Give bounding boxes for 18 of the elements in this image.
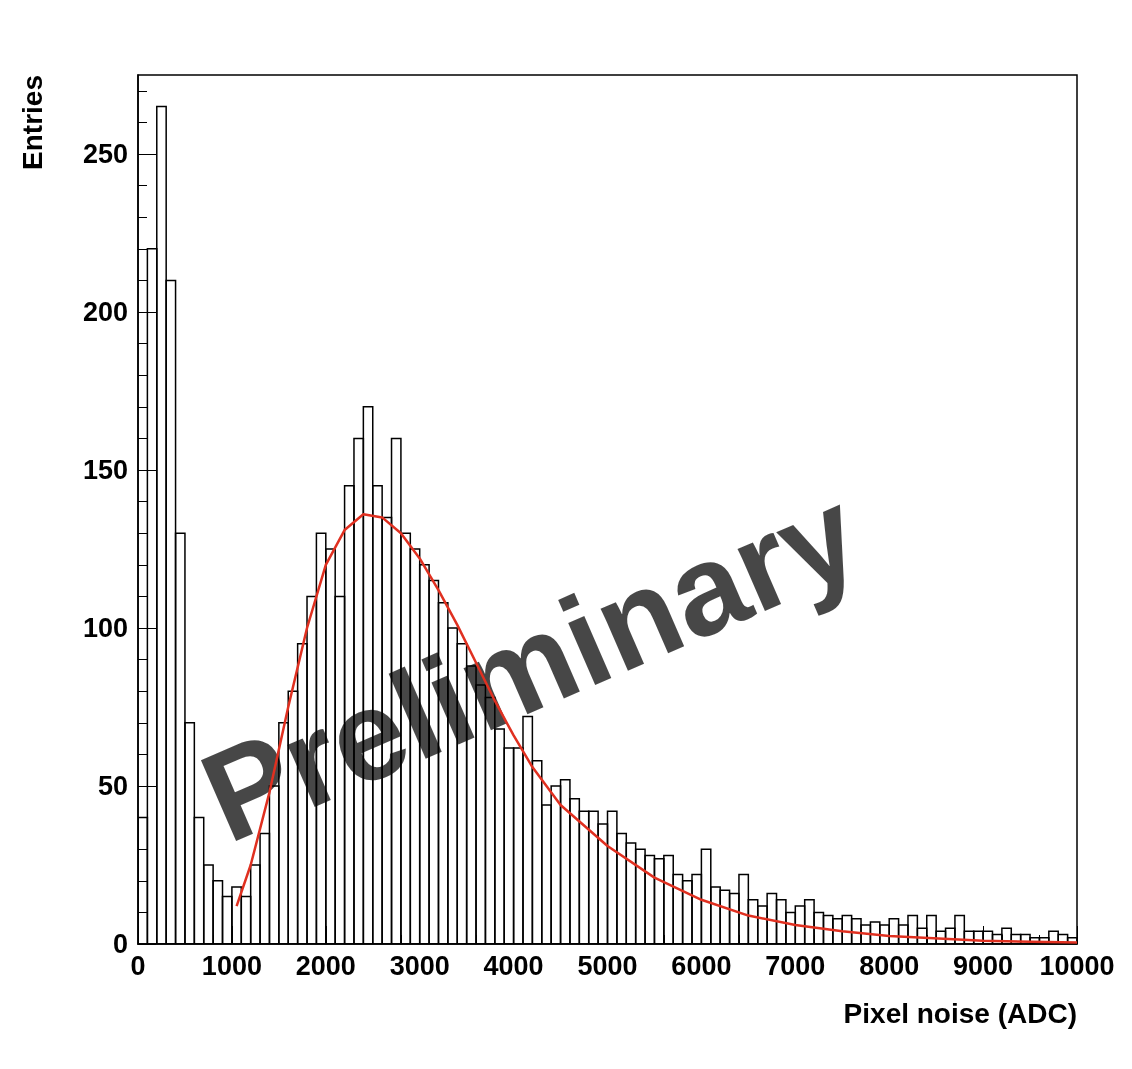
y-tick-label: 200 xyxy=(82,297,128,327)
y-tick-label: 50 xyxy=(97,771,128,801)
x-tick-label: 7000 xyxy=(765,950,826,981)
x-tick-label: 2000 xyxy=(295,950,356,981)
x-tick-label: 1000 xyxy=(201,950,262,981)
y-tick-label: 150 xyxy=(82,455,128,485)
x-tick-label: 3000 xyxy=(389,950,450,981)
y-tick-label: 100 xyxy=(82,613,128,643)
x-tick-label: 5000 xyxy=(577,950,638,981)
y-tick-label: 250 xyxy=(82,139,128,169)
x-tick-label: 9000 xyxy=(953,950,1014,981)
y-tick-label: 0 xyxy=(112,929,128,959)
x-axis-title: Pixel noise (ADC) xyxy=(843,997,1077,1029)
x-tick-label: 8000 xyxy=(859,950,920,981)
x-tick-label: 4000 xyxy=(483,950,544,981)
y-axis-title: Entries xyxy=(16,75,48,170)
x-tick-label: 10000 xyxy=(1039,950,1115,981)
x-tick-label: 6000 xyxy=(671,950,732,981)
